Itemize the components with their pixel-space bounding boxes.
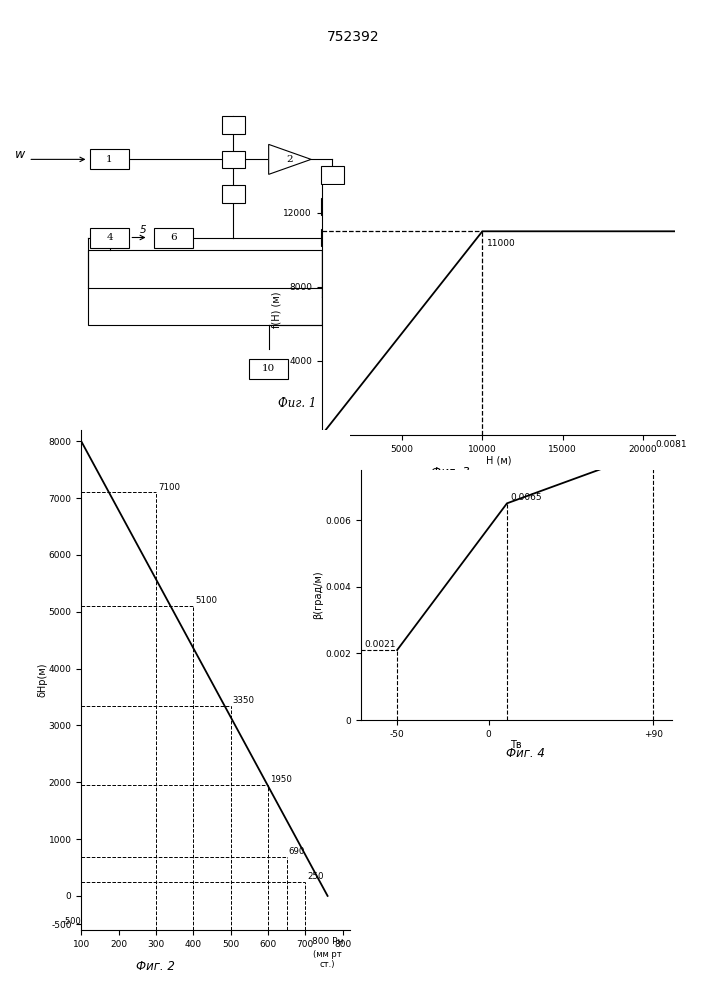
Bar [321,198,344,215]
X-axis label: Tв: Tв [510,740,522,750]
Bar [448,316,471,334]
Bar [222,116,245,134]
Text: 690: 690 [288,847,305,856]
Polygon shape [555,272,597,302]
Text: 2: 2 [286,155,293,164]
Bar [321,166,344,184]
Text: 9: 9 [573,283,580,292]
Text: 6: 6 [170,233,177,242]
Text: 0.0065: 0.0065 [510,493,542,502]
Text: Фиг. 1: Фиг. 1 [278,397,316,410]
Polygon shape [269,144,311,174]
Text: 250: 250 [307,872,324,881]
Y-axis label: f(H) (м): f(H) (м) [272,292,282,328]
Text: w: w [15,148,25,161]
Y-axis label: β(град/м): β(град/м) [314,571,324,619]
Bar [508,288,531,306]
Bar [90,149,129,169]
Bar [459,288,481,306]
Bar [154,228,193,247]
X-axis label: H (м): H (м) [486,455,511,465]
Text: 800 Pн: 800 Pн [312,937,344,946]
Text: 11000: 11000 [487,239,516,248]
Text: 1950: 1950 [270,775,291,784]
Text: 752392: 752392 [327,30,380,44]
Bar [250,359,288,379]
Text: 7100: 7100 [158,483,180,492]
Bar [427,223,450,240]
Text: -500: -500 [62,917,81,926]
Bar [384,315,423,335]
Bar [222,151,245,168]
Text: 5: 5 [139,225,146,235]
Text: Фиг. 2: Фиг. 2 [136,960,175,973]
Bar [508,269,531,287]
Text: Фиг. 3: Фиг. 3 [431,466,469,479]
Text: ст.): ст.) [320,960,335,969]
Text: 4: 4 [106,233,113,242]
Text: 0.0081: 0.0081 [655,440,686,449]
Bar [321,229,344,246]
Text: 8: 8 [414,292,421,301]
Bar [90,228,129,247]
Text: 1: 1 [106,155,113,164]
Y-axis label: δНp(м): δНp(м) [37,663,47,697]
Bar [222,185,245,202]
Text: 5100: 5100 [195,596,217,605]
Text: 10: 10 [262,364,275,373]
Text: (мм рт: (мм рт [313,950,342,959]
Polygon shape [368,191,410,221]
Bar [427,257,450,274]
Text: 11: 11 [397,320,409,330]
Text: 7: 7 [357,292,364,301]
Text: Фиг. 4: Фиг. 4 [506,747,544,760]
Text: 0.0021: 0.0021 [364,640,396,649]
Bar [397,287,437,307]
Text: 3: 3 [385,202,392,211]
Text: 3350: 3350 [233,696,255,705]
Bar [88,250,322,325]
Bar [341,287,380,307]
